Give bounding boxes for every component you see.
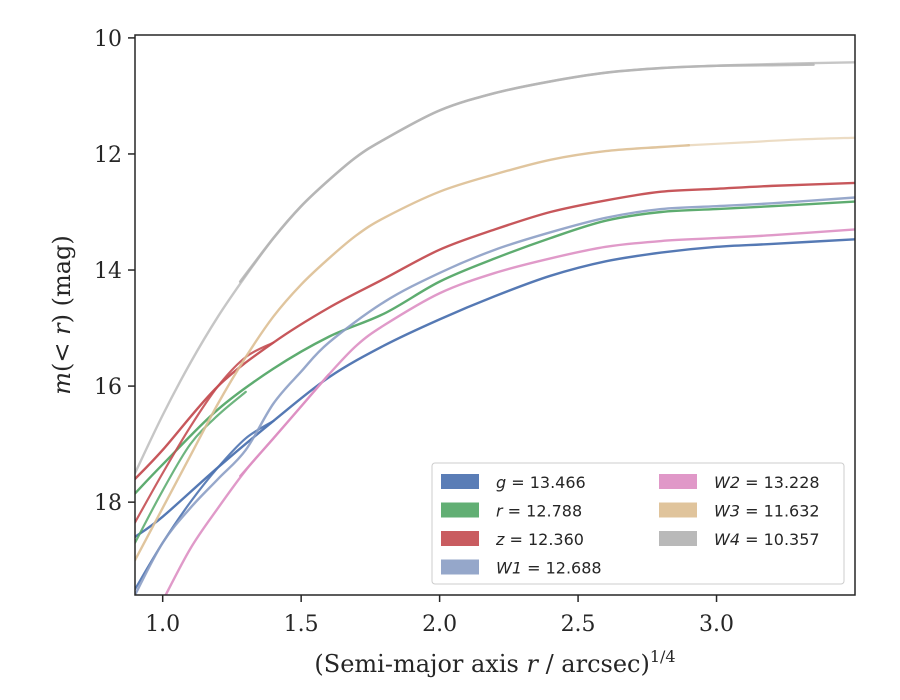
legend-swatch: [659, 474, 697, 489]
legend-entry-w4: W4 = 10.357: [659, 530, 820, 549]
x-tick-label: 2.0: [422, 612, 457, 637]
legend-label: W2 = 13.228: [714, 473, 820, 492]
legend-entry-r: r = 12.788: [441, 502, 582, 521]
y-tick-label: 18: [94, 491, 122, 516]
series-line-r-1: [135, 200, 855, 495]
legend-swatch: [659, 502, 697, 518]
y-tick-label: 16: [94, 375, 122, 400]
series-line-w3-1: [135, 144, 691, 562]
legend-label: g = 13.466: [496, 473, 586, 492]
legend: g = 13.466 r = 12.788 z = 12.360 W1 = 12.68…: [431, 462, 845, 585]
series-line-w4-1: [135, 61, 855, 475]
series-line-w4-2: [238, 63, 815, 283]
legend-entry-g: g = 13.466: [441, 473, 586, 492]
legend-label: W1 = 12.688: [496, 559, 602, 578]
series-line-r-2: [135, 390, 247, 544]
legend-swatch: [441, 474, 479, 489]
legend-entry-z: z = 12.360: [441, 530, 584, 549]
legend-entry-w3: W3 = 11.632: [659, 502, 820, 521]
legend-label: W4 = 10.357: [714, 530, 820, 549]
legend-swatch: [441, 559, 479, 575]
legend-swatch: [659, 531, 697, 546]
x-axis-ticks: 1.0 1.5 2.0 2.5 3.0: [145, 595, 734, 637]
legend-entry-w2: W2 = 13.228: [659, 473, 820, 492]
series-line-w3-2: [687, 136, 855, 147]
x-axis-label: (Semi-major axis r / arcsec)1/4: [314, 647, 675, 678]
legend-box: [431, 462, 845, 585]
x-tick-label: 1.5: [284, 612, 319, 637]
plot-frame: [134, 34, 856, 596]
legend-entry-w1: W1 = 12.688: [441, 559, 602, 578]
series-line-z-1: [135, 181, 855, 481]
y-tick-label: 10: [94, 27, 122, 52]
x-tick-label: 2.5: [561, 612, 596, 637]
legend-items: g = 13.466 r = 12.788 z = 12.360 W1 = 12.68…: [441, 473, 820, 578]
series-line-w2-1: [164, 228, 855, 595]
y-axis-ticks: 10 12 14 16 18: [94, 27, 135, 516]
plot-lines: [135, 61, 855, 595]
x-tick-label: 1.0: [145, 612, 180, 637]
legend-swatch: [441, 531, 479, 546]
legend-swatch: [441, 502, 479, 518]
y-axis-label: m(< r) (mag): [48, 235, 76, 395]
y-tick-label: 12: [94, 143, 122, 168]
x-tick-label: 3.0: [699, 612, 734, 637]
legend-label: z = 12.360: [495, 530, 584, 549]
y-tick-label: 14: [94, 259, 122, 284]
series-line-w2-2: [239, 373, 330, 478]
legend-label: r = 12.788: [496, 502, 582, 521]
legend-label: W3 = 11.632: [714, 502, 820, 521]
series-line-w1-1: [135, 196, 855, 595]
